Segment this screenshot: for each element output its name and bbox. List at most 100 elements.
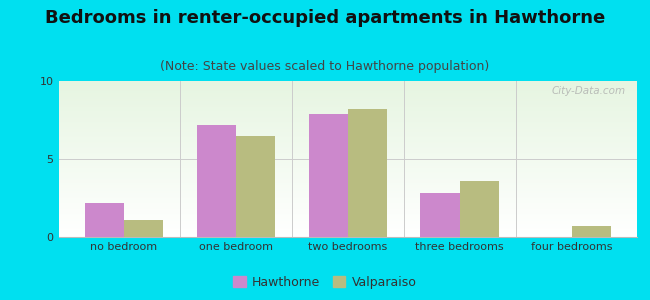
Bar bbox=[58, 215, 637, 216]
Bar bbox=[58, 159, 637, 160]
Bar bbox=[236, 136, 275, 237]
Bar bbox=[58, 204, 637, 205]
Bar bbox=[58, 207, 637, 208]
Bar bbox=[58, 177, 637, 178]
Bar bbox=[58, 141, 637, 142]
Bar bbox=[58, 89, 637, 90]
Bar bbox=[58, 97, 637, 98]
Bar bbox=[58, 114, 637, 115]
Bar bbox=[58, 108, 637, 109]
Bar bbox=[58, 93, 637, 94]
Bar bbox=[58, 81, 637, 82]
Bar bbox=[58, 119, 637, 120]
Bar bbox=[58, 188, 637, 189]
Bar bbox=[58, 190, 637, 191]
Bar bbox=[58, 224, 637, 225]
Bar bbox=[58, 111, 637, 112]
Bar bbox=[58, 186, 637, 187]
Bar bbox=[58, 180, 637, 181]
Bar bbox=[58, 138, 637, 139]
Bar bbox=[58, 220, 637, 221]
Bar bbox=[58, 123, 637, 124]
Bar bbox=[58, 185, 637, 186]
Bar bbox=[58, 105, 637, 106]
Bar bbox=[58, 129, 637, 130]
Bar bbox=[58, 191, 637, 192]
Legend: Hawthorne, Valparaiso: Hawthorne, Valparaiso bbox=[228, 271, 422, 294]
Bar bbox=[58, 83, 637, 84]
Bar bbox=[58, 222, 637, 223]
Bar bbox=[58, 112, 637, 113]
Bar bbox=[58, 184, 637, 185]
Bar bbox=[58, 225, 637, 226]
Bar bbox=[58, 187, 637, 188]
Bar bbox=[58, 90, 637, 91]
Bar bbox=[58, 86, 637, 87]
Bar bbox=[58, 113, 637, 114]
Bar bbox=[58, 94, 637, 95]
Bar bbox=[58, 211, 637, 212]
Bar bbox=[58, 199, 637, 200]
Bar bbox=[58, 153, 637, 154]
Bar bbox=[58, 173, 637, 174]
Bar bbox=[58, 100, 637, 101]
Bar bbox=[58, 92, 637, 93]
Bar bbox=[58, 144, 637, 145]
Bar bbox=[58, 227, 637, 228]
Bar bbox=[58, 183, 637, 184]
Bar bbox=[309, 114, 348, 237]
Bar bbox=[58, 82, 637, 83]
Bar bbox=[58, 228, 637, 229]
Bar bbox=[58, 229, 637, 230]
Bar bbox=[58, 158, 637, 159]
Bar bbox=[58, 212, 637, 213]
Bar bbox=[58, 197, 637, 198]
Bar bbox=[58, 88, 637, 89]
Bar bbox=[58, 91, 637, 92]
Bar bbox=[58, 142, 637, 143]
Bar bbox=[58, 236, 637, 237]
Bar bbox=[58, 121, 637, 122]
Bar bbox=[58, 137, 637, 138]
Bar bbox=[58, 135, 637, 136]
Bar bbox=[58, 165, 637, 166]
Bar bbox=[58, 174, 637, 175]
Bar bbox=[58, 221, 637, 222]
Bar bbox=[58, 195, 637, 196]
Bar bbox=[58, 84, 637, 85]
Bar bbox=[58, 181, 637, 182]
Bar bbox=[58, 209, 637, 210]
Bar bbox=[58, 160, 637, 161]
Bar bbox=[58, 140, 637, 141]
Bar bbox=[58, 85, 637, 86]
Bar bbox=[124, 220, 163, 237]
Bar bbox=[58, 206, 637, 207]
Bar bbox=[58, 175, 637, 176]
Bar bbox=[58, 217, 637, 218]
Bar bbox=[58, 167, 637, 168]
Bar bbox=[58, 208, 637, 209]
Bar bbox=[421, 193, 460, 237]
Bar bbox=[58, 120, 637, 121]
Bar bbox=[58, 109, 637, 110]
Bar bbox=[58, 98, 637, 99]
Bar bbox=[58, 115, 637, 116]
Bar bbox=[58, 170, 637, 171]
Bar bbox=[58, 87, 637, 88]
Bar bbox=[58, 210, 637, 211]
Bar bbox=[58, 234, 637, 235]
Bar bbox=[58, 128, 637, 129]
Text: City-Data.com: City-Data.com bbox=[551, 86, 625, 96]
Bar bbox=[58, 216, 637, 217]
Bar bbox=[58, 133, 637, 134]
Text: (Note: State values scaled to Hawthorne population): (Note: State values scaled to Hawthorne … bbox=[161, 60, 489, 73]
Text: Bedrooms in renter-occupied apartments in Hawthorne: Bedrooms in renter-occupied apartments i… bbox=[45, 9, 605, 27]
Bar bbox=[58, 110, 637, 111]
Bar bbox=[58, 132, 637, 133]
Bar bbox=[58, 116, 637, 117]
Bar bbox=[58, 202, 637, 203]
Bar bbox=[58, 205, 637, 206]
Bar bbox=[58, 163, 637, 164]
Bar bbox=[58, 203, 637, 204]
Bar bbox=[348, 109, 387, 237]
